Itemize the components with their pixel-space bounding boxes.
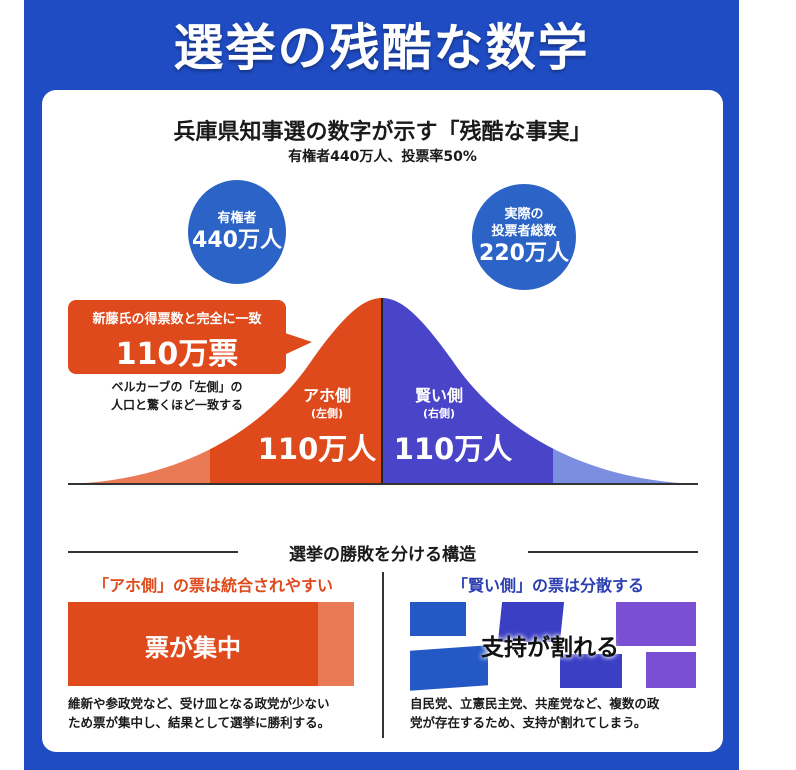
bell-curve	[68, 298, 698, 485]
card-heading: 兵庫県知事選の数字が示す「残酷な事実」	[173, 120, 592, 145]
desc-line: 自民党、立憲民主党、共産党など、複数の政	[410, 696, 660, 711]
left-side-name: アホ側	[302, 386, 351, 405]
card-subheading: 有権者440万人、投票率50%	[288, 149, 477, 165]
left-side-sub: (左側)	[310, 407, 344, 420]
concentrated-vote-box: 票が集中	[68, 602, 354, 686]
section-title: 選挙の勝敗を分ける構造	[289, 545, 476, 565]
left-side-value: 110万人	[257, 432, 377, 466]
actual-voters-circle: 実際の 投票者総数 220万人	[472, 184, 576, 290]
note-line: ベルカーブの「左側」の	[111, 380, 243, 394]
panel-divider	[382, 572, 384, 738]
callout-note: ベルカーブの「左側」の 人口と驚くほど一致する	[72, 378, 282, 414]
fragment	[560, 654, 622, 688]
note-line: 人口と驚くほど一致する	[110, 398, 243, 412]
circle-value: 440万人	[192, 227, 282, 253]
box-label: 支持が割れる	[481, 635, 619, 661]
right-side-name: 賢い側	[414, 386, 463, 405]
desc-line: ため票が集中し、結果として選挙に勝利する。	[68, 715, 331, 730]
split-vote-box: 支持が割れる	[410, 602, 698, 691]
eligible-voters-circle: 有権者 440万人	[188, 180, 286, 284]
fragment	[410, 602, 466, 636]
divider-left	[68, 551, 238, 553]
right-side-sub: (右側)	[422, 407, 456, 420]
fragment	[646, 652, 696, 688]
right-panel-title: 「賢い側」の票は分散する	[451, 576, 644, 595]
circle-value: 220万人	[479, 241, 569, 266]
right-panel-desc: 自民党、立憲民主党、共産党など、複数の政 党が存在するため、支持が割れてしまう。	[410, 694, 659, 732]
circle-label: 有権者	[217, 210, 257, 226]
desc-line: 維新や参政党など、受け皿となる政党が少ない	[68, 696, 330, 711]
right-side-value: 110万人	[393, 432, 513, 466]
box-label: 票が集中	[145, 634, 241, 662]
left-panel-desc: 維新や参政党など、受け皿となる政党が少ない ため票が集中し、結果として選挙に勝利…	[68, 694, 330, 732]
left-panel-title: 「アホ側」の票は統合されやすい	[92, 576, 333, 595]
callout-value: 110万票	[115, 337, 239, 372]
circle-label: 投票者総数	[491, 224, 557, 239]
callout-bubble: 新藤氏の得票数と完全に一致 110万票	[68, 300, 312, 374]
desc-line: 党が存在するため、支持が割れてしまう。	[410, 715, 647, 730]
right-tail	[553, 298, 698, 484]
divider-right	[528, 551, 698, 553]
circle-label: 実際の	[504, 207, 544, 222]
callout-label: 新藤氏の得票数と完全に一致	[92, 312, 262, 327]
infographic-card: 兵庫県知事選の数字が示す「残酷な事実」 有権者440万人、投票率50% 有権者 …	[42, 90, 723, 752]
page-title: 選挙の残酷な数学	[173, 19, 590, 77]
fragment	[616, 602, 696, 646]
box-accent	[318, 602, 354, 686]
